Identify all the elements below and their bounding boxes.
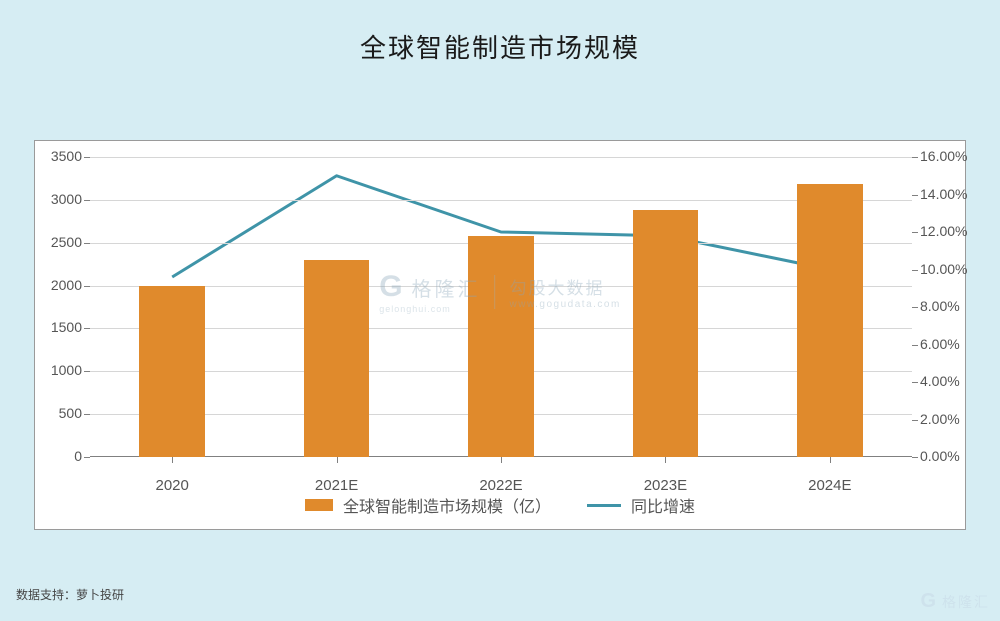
x-category-label: 2023E xyxy=(605,477,725,494)
ytick-mark-right xyxy=(912,307,918,308)
gridline xyxy=(90,157,912,158)
ytick-mark-right xyxy=(912,157,918,158)
ytick-left-label: 3000 xyxy=(32,191,82,207)
legend-label-line: 同比增速 xyxy=(631,493,695,517)
bar xyxy=(468,236,534,457)
ytick-right-label: 8.00% xyxy=(920,298,990,314)
ytick-right-label: 4.00% xyxy=(920,373,990,389)
bar xyxy=(139,286,205,457)
legend-label-bars: 全球智能制造市场规模（亿） xyxy=(343,493,551,517)
ytick-right-label: 10.00% xyxy=(920,261,990,277)
legend: 全球智能制造市场规模（亿） 同比增速 xyxy=(35,493,965,517)
ytick-right-label: 0.00% xyxy=(920,448,990,464)
footer-note: 数据支持：萝卜投研 xyxy=(16,586,124,603)
legend-swatch-line xyxy=(587,504,621,507)
plot-area: 05001000150020002500300035000.00%2.00%4.… xyxy=(90,157,912,457)
ytick-left-label: 1000 xyxy=(32,362,82,378)
ytick-mark-right xyxy=(912,270,918,271)
chart-frame: 05001000150020002500300035000.00%2.00%4.… xyxy=(34,140,966,530)
bar xyxy=(797,184,863,457)
bar xyxy=(633,210,699,457)
ytick-mark-right xyxy=(912,345,918,346)
xtick-mark xyxy=(665,457,666,463)
ytick-left-label: 1500 xyxy=(32,319,82,335)
ytick-left-label: 0 xyxy=(32,448,82,464)
bar xyxy=(304,260,370,457)
xtick-mark xyxy=(337,457,338,463)
ytick-right-label: 6.00% xyxy=(920,336,990,352)
ytick-mark-left xyxy=(84,371,90,372)
legend-swatch-bar xyxy=(305,499,333,511)
ytick-mark-left xyxy=(84,200,90,201)
x-category-label: 2020 xyxy=(112,477,232,494)
xtick-mark xyxy=(172,457,173,463)
ytick-right-label: 16.00% xyxy=(920,148,990,164)
ytick-left-label: 2000 xyxy=(32,277,82,293)
ytick-mark-right xyxy=(912,382,918,383)
ytick-mark-right xyxy=(912,232,918,233)
ytick-left-label: 3500 xyxy=(32,148,82,164)
chart-title: 全球智能制造市场规模 xyxy=(0,28,1000,65)
xtick-mark xyxy=(501,457,502,463)
gridline xyxy=(90,200,912,201)
ytick-mark-right xyxy=(912,420,918,421)
ytick-mark-left xyxy=(84,157,90,158)
legend-item-line: 同比增速 xyxy=(587,493,695,517)
ytick-mark-right xyxy=(912,195,918,196)
ytick-mark-left xyxy=(84,243,90,244)
ytick-left-label: 500 xyxy=(32,405,82,421)
ytick-right-label: 12.00% xyxy=(920,223,990,239)
ytick-mark-right xyxy=(912,457,918,458)
x-category-label: 2024E xyxy=(770,477,890,494)
ytick-mark-left xyxy=(84,328,90,329)
ytick-mark-left xyxy=(84,414,90,415)
legend-item-bars: 全球智能制造市场规模（亿） xyxy=(305,493,551,517)
x-category-label: 2022E xyxy=(441,477,561,494)
ytick-mark-left xyxy=(84,286,90,287)
xtick-mark xyxy=(830,457,831,463)
x-category-label: 2021E xyxy=(277,477,397,494)
ytick-left-label: 2500 xyxy=(32,234,82,250)
ytick-right-label: 14.00% xyxy=(920,186,990,202)
ytick-mark-left xyxy=(84,457,90,458)
ytick-right-label: 2.00% xyxy=(920,411,990,427)
